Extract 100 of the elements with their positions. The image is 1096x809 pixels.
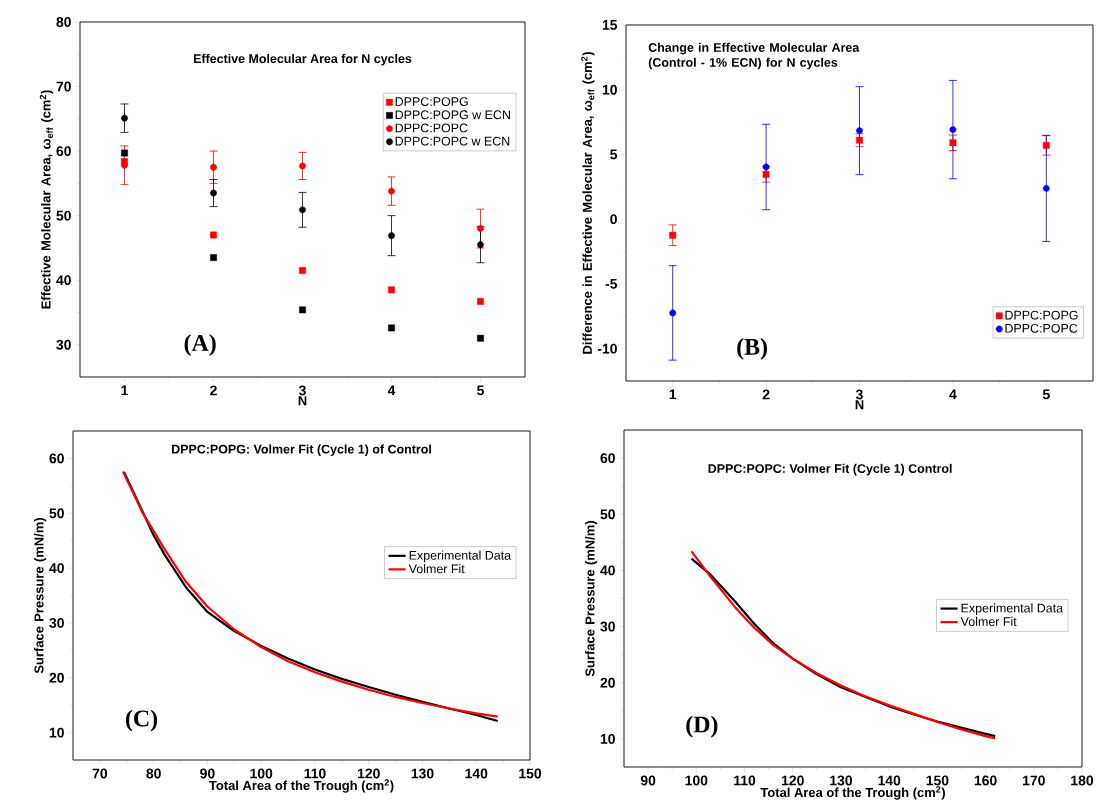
y-tick-label: 20	[49, 672, 64, 683]
y-tick-label: 10	[600, 733, 615, 744]
x-tick-label: 3	[855, 389, 863, 400]
legend-label: DPPC:POPG	[1005, 310, 1078, 320]
y-tick-label: 40	[56, 275, 71, 286]
x-tick-label: 150	[926, 775, 949, 786]
x-tick-label: 2	[210, 385, 217, 396]
annotation: (C)	[126, 709, 158, 732]
annotation: (D)	[686, 715, 718, 738]
y-axis-title: Surface Pressure (mN/m)	[34, 518, 47, 674]
x-tick-label: 140	[878, 775, 901, 786]
y-tick-label: 40	[600, 565, 615, 576]
point	[762, 163, 770, 171]
y-tick-label: -5	[605, 279, 618, 289]
point	[299, 306, 306, 314]
legend-label: DPPC:POPC	[1005, 323, 1078, 333]
point	[210, 189, 217, 197]
y-tick-label: 60	[600, 453, 615, 464]
y-tick-label: 60	[56, 146, 71, 157]
x-tick-label: 3	[298, 385, 306, 396]
x-tick-label: 1	[121, 385, 128, 396]
y-tick-label: 60	[49, 453, 64, 464]
x-tick-label: 120	[781, 775, 804, 786]
y-tick-label: 70	[56, 81, 71, 92]
annotation: (B)	[737, 338, 767, 360]
y-tick-label: 10	[602, 84, 617, 95]
x-axis-title: N	[298, 396, 307, 406]
y-tick-label: 10	[49, 727, 64, 738]
y-axis-title: Difference in Effective Molecular Area, ω$_{eff}$ (cm$^{2}$)	[581, 52, 595, 354]
point	[856, 127, 863, 135]
y-tick-label: 30	[56, 339, 71, 350]
y-tick-label: 0	[610, 214, 617, 225]
x-tick-label: 90	[640, 775, 656, 786]
point	[762, 170, 770, 178]
x-tick-label: 100	[250, 768, 273, 779]
point	[388, 232, 395, 240]
text: DPPC:POPG: Volmer Fit (Cycle 1) of Control	[172, 444, 431, 456]
text: DPPC:POPC: Volmer Fit (Cycle 1) Control	[708, 463, 952, 476]
point	[477, 334, 484, 342]
x-tick-label: 4	[387, 385, 396, 396]
x-tick-label: 170	[1023, 775, 1045, 786]
x-tick-label: 100	[685, 775, 708, 786]
x-tick-label: 1	[669, 389, 677, 400]
legend-label: DPPC:POPC	[395, 123, 468, 133]
x-tick-label: 110	[304, 768, 326, 779]
point	[121, 149, 128, 157]
y-tick-label: 20	[600, 677, 615, 688]
point	[1042, 142, 1050, 149]
x-tick-label: 5	[477, 385, 484, 396]
legend-label: DPPC:POPG w ECN	[395, 110, 510, 120]
y-tick-label: 40	[49, 563, 64, 574]
point	[669, 309, 677, 317]
x-tick-label: 150	[519, 768, 542, 779]
point	[210, 163, 217, 171]
x-tick-label: 80	[146, 768, 161, 779]
legend-label: Volmer Fit	[960, 616, 1017, 626]
x-tick-label: 130	[411, 768, 434, 779]
y-tick-label: 5	[610, 149, 618, 160]
point	[669, 231, 677, 239]
legend-label: Experimental Data	[409, 550, 512, 563]
point	[210, 254, 217, 261]
point	[210, 231, 217, 239]
annotation: (A)	[184, 334, 216, 356]
text: Change in Effective Molecular Area (Control - 1% ECN) for N cycles	[648, 42, 860, 70]
x-tick-label: 160	[974, 775, 997, 786]
y-axis-title: Effective Molecular Area, ω$_{eff}$ (cm$^{2}$)	[39, 90, 54, 309]
point	[477, 241, 484, 249]
point	[299, 206, 306, 214]
y-tick-label: 50	[56, 210, 71, 221]
point	[388, 324, 395, 332]
y-tick-label: 30	[600, 621, 615, 632]
point	[477, 298, 484, 305]
legend-label: DPPC:POPC w ECN	[395, 136, 510, 146]
y-tick-label: 15	[602, 20, 618, 30]
text: Effective Molecular Area for N cycles	[193, 53, 412, 66]
y-axis-title: Surface Pressure (mN/m)	[585, 521, 598, 677]
legend-label: DPPC:POPG	[395, 97, 468, 106]
x-axis-title: Total Area of the Trough (cm$^{2}$)	[760, 786, 945, 800]
x-tick-label: 140	[465, 768, 488, 779]
x-axis-title: Total Area of the Trough (cm$^{2}$)	[209, 779, 394, 793]
point	[949, 139, 957, 147]
x-tick-label: 180	[1071, 775, 1094, 786]
x-tick-label: 4	[949, 389, 957, 400]
point	[477, 225, 484, 232]
point	[388, 187, 395, 195]
point	[949, 126, 957, 133]
y-tick-label: 30	[49, 617, 64, 628]
point	[121, 114, 128, 122]
point	[1042, 184, 1050, 192]
point	[388, 286, 395, 294]
y-tick-label: 50	[49, 508, 64, 519]
y-tick-label: -10	[597, 343, 617, 354]
point	[299, 162, 306, 170]
x-tick-label: 90	[200, 768, 215, 779]
x-tick-label: 120	[357, 768, 380, 779]
x-axis-title: N	[855, 400, 864, 410]
x-tick-label: 2	[762, 389, 770, 400]
x-tick-label: 5	[1042, 389, 1050, 400]
legend-label: Experimental Data	[961, 603, 1064, 615]
y-tick-label: 80	[56, 17, 71, 27]
